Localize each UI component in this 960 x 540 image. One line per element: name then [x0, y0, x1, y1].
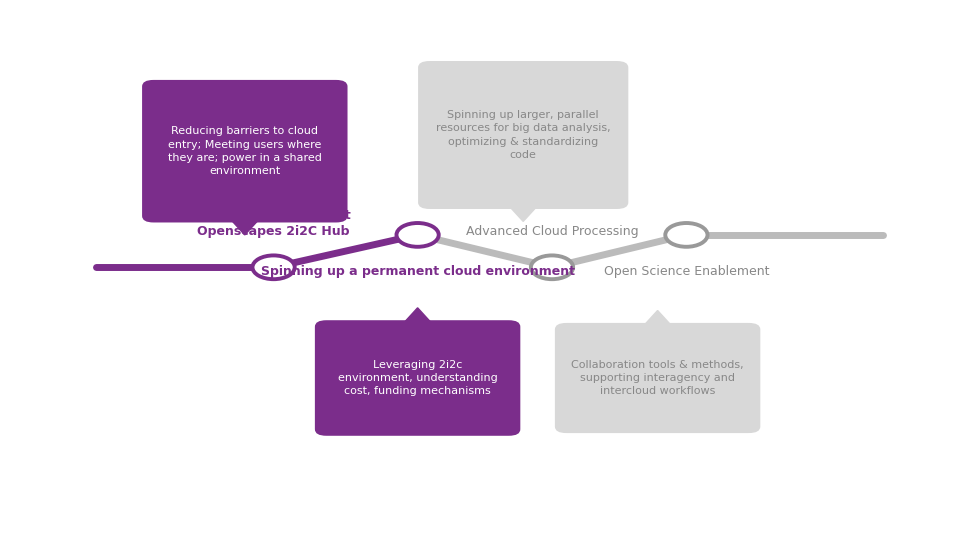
Text: Reducing barriers to cloud
entry; Meeting users where
they are; power in a share: Reducing barriers to cloud entry; Meetin… [168, 126, 322, 176]
FancyBboxPatch shape [419, 61, 628, 209]
Text: Advanced Cloud Processing: Advanced Cloud Processing [466, 225, 638, 238]
Polygon shape [400, 308, 435, 327]
Circle shape [531, 255, 573, 279]
FancyBboxPatch shape [315, 320, 520, 436]
Text: Spinning up larger, parallel
resources for big data analysis,
optimizing & stand: Spinning up larger, parallel resources f… [436, 110, 611, 160]
FancyBboxPatch shape [142, 80, 348, 222]
Text: Continuing to support
Openscapes 2i2C Hub: Continuing to support Openscapes 2i2C Hu… [197, 208, 350, 238]
Circle shape [396, 223, 439, 247]
Polygon shape [228, 216, 262, 235]
Text: Spinning up a permanent cloud environment: Spinning up a permanent cloud environmen… [260, 265, 575, 278]
Text: Collaboration tools & methods,
supporting interagency and
intercloud workflows: Collaboration tools & methods, supportin… [571, 360, 744, 396]
Polygon shape [640, 310, 675, 329]
Circle shape [665, 223, 708, 247]
Text: Leveraging 2i2c
environment, understanding
cost, funding mechanisms: Leveraging 2i2c environment, understandi… [338, 360, 497, 396]
Circle shape [252, 255, 295, 279]
Polygon shape [506, 202, 540, 221]
FancyBboxPatch shape [555, 323, 760, 433]
Text: Open Science Enablement: Open Science Enablement [604, 265, 769, 278]
